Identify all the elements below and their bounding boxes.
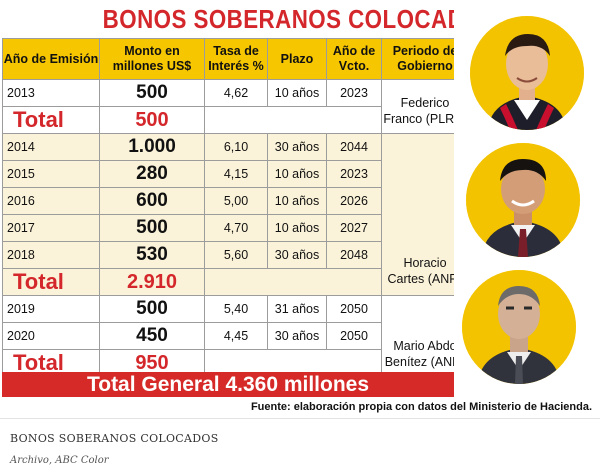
- year-cell: 2015: [2, 160, 100, 188]
- total-row: Total 500: [2, 106, 469, 134]
- government-name-line2: Franco (PLRA): [383, 112, 467, 126]
- maturity-cell: 2023: [326, 79, 382, 107]
- total-row: Total 2.910: [2, 268, 469, 296]
- amount-cell: 530: [99, 241, 205, 269]
- header-year: Año de Emisión: [2, 38, 100, 80]
- term-cell: 10 años: [267, 214, 327, 242]
- header-term: Plazo: [267, 38, 327, 80]
- rate-cell: 5,40: [204, 295, 268, 323]
- amount-cell: 600: [99, 187, 205, 215]
- photo-credit: Archivo, ABC Color: [10, 455, 109, 466]
- rate-cell: 4,45: [204, 322, 268, 350]
- term-cell: 10 años: [267, 79, 327, 107]
- table-row: 2019 500 5,40 31 años 2050 Mario Abdo Be…: [2, 295, 469, 377]
- portrait-icon: [462, 270, 576, 384]
- horacio-cartes-portrait: [466, 143, 580, 257]
- federico-franco-portrait: [470, 16, 584, 130]
- total-filler: [204, 106, 382, 134]
- government-name-line1: Horacio: [403, 256, 447, 270]
- year-cell: 2017: [2, 214, 100, 242]
- maturity-cell: 2027: [326, 214, 382, 242]
- maturity-cell: 2023: [326, 160, 382, 188]
- maturity-cell: 2050: [326, 295, 382, 323]
- amount-cell: 280: [99, 160, 205, 188]
- table-row: 2020 450 4,45 30 años 2050: [2, 322, 469, 350]
- government-name-line1: Federico: [400, 96, 450, 110]
- total-label: Total: [2, 268, 100, 296]
- term-cell: 10 años: [267, 187, 327, 215]
- total-amount: 2.910: [99, 268, 205, 296]
- term-cell: 31 años: [267, 295, 327, 323]
- header-amount: Monto en millones US$: [99, 38, 205, 80]
- government-name-line2: Benítez (ANR): [384, 355, 466, 369]
- total-amount: 500: [99, 106, 205, 134]
- portrait-column: [454, 8, 596, 396]
- table-row: 2018 530 5,60 30 años 2048: [2, 241, 469, 269]
- portrait-icon: [466, 143, 580, 257]
- term-cell: 10 años: [267, 160, 327, 188]
- mario-abdo-portrait: [462, 270, 576, 384]
- rate-cell: 4,62: [204, 79, 268, 107]
- maturity-cell: 2048: [326, 241, 382, 269]
- rate-cell: 6,10: [204, 133, 268, 161]
- total-filler: [204, 268, 382, 296]
- amount-cell: 500: [99, 79, 205, 107]
- rate-cell: 5,60: [204, 241, 268, 269]
- image-caption: BONOS SOBERANOS COLOCADOS: [10, 432, 219, 445]
- bonds-table: Año de Emisión Monto en millones US$ Tas…: [2, 38, 469, 377]
- year-cell: 2018: [2, 241, 100, 269]
- term-cell: 30 años: [267, 322, 327, 350]
- rate-cell: 4,15: [204, 160, 268, 188]
- amount-cell: 1.000: [99, 133, 205, 161]
- rate-cell: 4,70: [204, 214, 268, 242]
- maturity-cell: 2050: [326, 322, 382, 350]
- maturity-cell: 2044: [326, 133, 382, 161]
- header-rate: Tasa de Interés %: [204, 38, 268, 80]
- grand-total-bar: Total General 4.360 millones: [2, 372, 454, 397]
- amount-cell: 500: [99, 214, 205, 242]
- rate-cell: 5,00: [204, 187, 268, 215]
- infographic-title: BONOS SOBERANOS COLOCADOS: [102, 4, 498, 34]
- portrait-icon: [470, 16, 584, 130]
- header-maturity: Año de Vcto.: [326, 38, 382, 80]
- amount-cell: 500: [99, 295, 205, 323]
- term-cell: 30 años: [267, 133, 327, 161]
- table-row: 2013 500 4,62 10 años 2023 Federico Fran…: [2, 79, 469, 134]
- year-cell: 2013: [2, 79, 100, 107]
- total-label: Total: [2, 106, 100, 134]
- year-cell: 2020: [2, 322, 100, 350]
- year-cell: 2016: [2, 187, 100, 215]
- divider: [0, 418, 600, 419]
- government-name-line2: Cartes (ANR): [387, 272, 463, 286]
- maturity-cell: 2026: [326, 187, 382, 215]
- year-cell: 2019: [2, 295, 100, 323]
- source-note: Fuente: elaboración propia con datos del…: [250, 401, 592, 413]
- table-row: 2017 500 4,70 10 años 2027: [2, 214, 469, 242]
- term-cell: 30 años: [267, 241, 327, 269]
- year-cell: 2014: [2, 133, 100, 161]
- amount-cell: 450: [99, 322, 205, 350]
- government-name-line1: Mario Abdo: [393, 339, 457, 353]
- table-row: 2014 1.000 6,10 30 años 2044 Horacio Car…: [2, 133, 469, 296]
- table-header-row: Año de Emisión Monto en millones US$ Tas…: [2, 38, 469, 80]
